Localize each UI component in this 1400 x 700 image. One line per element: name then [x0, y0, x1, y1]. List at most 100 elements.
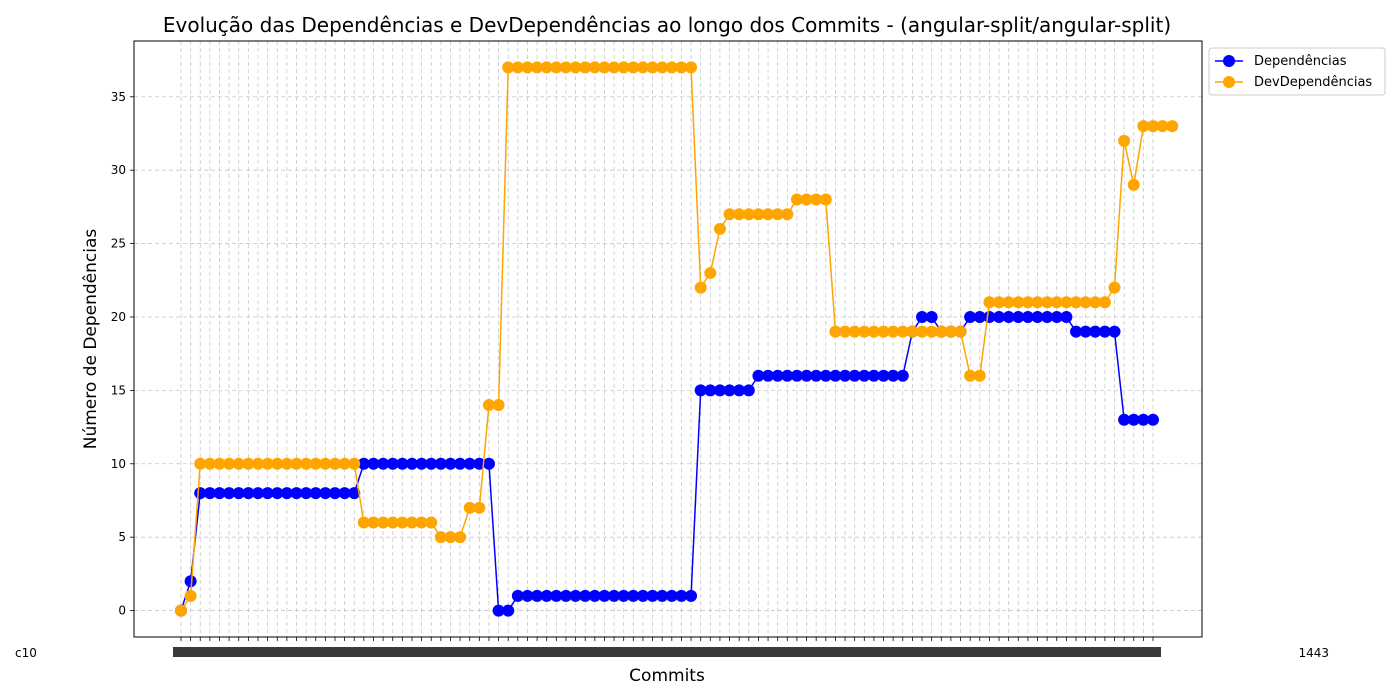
- data-point: [742, 384, 755, 397]
- data-point: [713, 222, 726, 235]
- data-point: [588, 61, 601, 74]
- data-point: [1050, 296, 1063, 309]
- data-point: [1098, 325, 1111, 338]
- data-point: [290, 457, 303, 470]
- x-axis-label: Commits: [629, 666, 705, 686]
- data-point: [925, 325, 938, 338]
- data-point: [790, 369, 803, 382]
- data-point: [405, 457, 418, 470]
- data-point: [665, 589, 678, 602]
- data-point: [935, 325, 948, 338]
- data-point: [636, 589, 649, 602]
- data-point: [617, 589, 630, 602]
- data-point: [916, 325, 929, 338]
- legend-label-devdependencias: DevDependências: [1254, 75, 1372, 90]
- data-point: [752, 369, 765, 382]
- legend-label-dependencias: Dependências: [1254, 54, 1347, 69]
- data-point: [685, 589, 698, 602]
- data-point: [1041, 310, 1054, 323]
- data-point: [646, 589, 659, 602]
- data-point: [598, 589, 611, 602]
- data-point: [251, 457, 264, 470]
- data-point: [964, 369, 977, 382]
- data-point: [848, 325, 861, 338]
- y-tick-label: 20: [111, 310, 126, 324]
- data-point: [954, 325, 967, 338]
- data-point: [656, 61, 669, 74]
- data-point: [300, 457, 313, 470]
- data-point: [819, 369, 832, 382]
- y-axis-label: Número de Dependências: [81, 229, 101, 450]
- data-point: [752, 208, 765, 221]
- data-point: [1031, 310, 1044, 323]
- data-point: [444, 531, 457, 544]
- data-point: [415, 516, 428, 529]
- y-tick-label: 30: [111, 163, 126, 177]
- data-point: [213, 487, 226, 500]
- data-point: [521, 61, 534, 74]
- data-point: [367, 457, 380, 470]
- data-point: [444, 457, 457, 470]
- data-point: [473, 457, 486, 470]
- data-point: [521, 589, 534, 602]
- data-point: [454, 457, 467, 470]
- y-axis-ticks: 0 5 10 15 20 25 30 35: [111, 90, 134, 618]
- data-point: [1070, 325, 1083, 338]
- data-point: [704, 266, 717, 279]
- data-point: [1079, 325, 1092, 338]
- data-point: [309, 487, 322, 500]
- data-point: [434, 457, 447, 470]
- data-point: [396, 457, 409, 470]
- data-point: [203, 487, 216, 500]
- data-point: [1108, 325, 1121, 338]
- data-point: [1137, 413, 1150, 426]
- data-point: [973, 310, 986, 323]
- data-point: [328, 487, 341, 500]
- data-point: [473, 501, 486, 514]
- data-point: [829, 369, 842, 382]
- data-point: [1002, 310, 1015, 323]
- data-point: [800, 369, 813, 382]
- data-point: [184, 575, 197, 588]
- data-point: [203, 457, 216, 470]
- x-tick-label-first: c10: [15, 646, 37, 660]
- data-point: [839, 325, 852, 338]
- data-point: [328, 457, 341, 470]
- x-tick-label-last: 1443: [1298, 646, 1329, 660]
- data-point: [309, 457, 322, 470]
- data-point: [627, 61, 640, 74]
- data-point: [867, 325, 880, 338]
- y-tick-label: 0: [118, 604, 126, 618]
- data-point: [454, 531, 467, 544]
- data-point: [1079, 296, 1092, 309]
- data-point: [993, 310, 1006, 323]
- data-point: [944, 325, 957, 338]
- data-point: [858, 325, 871, 338]
- data-point: [1108, 281, 1121, 294]
- data-point: [386, 457, 399, 470]
- data-point: [559, 61, 572, 74]
- data-point: [425, 516, 438, 529]
- data-point: [675, 61, 688, 74]
- data-point: [280, 457, 293, 470]
- data-point: [771, 369, 784, 382]
- data-point: [810, 193, 823, 206]
- data-point: [1002, 296, 1015, 309]
- data-point: [906, 325, 919, 338]
- data-point: [386, 516, 399, 529]
- data-point: [973, 369, 986, 382]
- data-point: [232, 457, 245, 470]
- data-point: [415, 457, 428, 470]
- data-point: [694, 281, 707, 294]
- data-point: [425, 457, 438, 470]
- data-point: [242, 457, 255, 470]
- data-point: [665, 61, 678, 74]
- data-point: [723, 384, 736, 397]
- data-point: [713, 384, 726, 397]
- y-tick-label: 25: [111, 237, 126, 251]
- series-line: [180, 66, 1173, 611]
- data-point: [338, 457, 351, 470]
- chart-title: Evolução das Dependências e DevDependênc…: [163, 13, 1171, 37]
- data-point: [319, 487, 332, 500]
- data-point: [1166, 120, 1179, 133]
